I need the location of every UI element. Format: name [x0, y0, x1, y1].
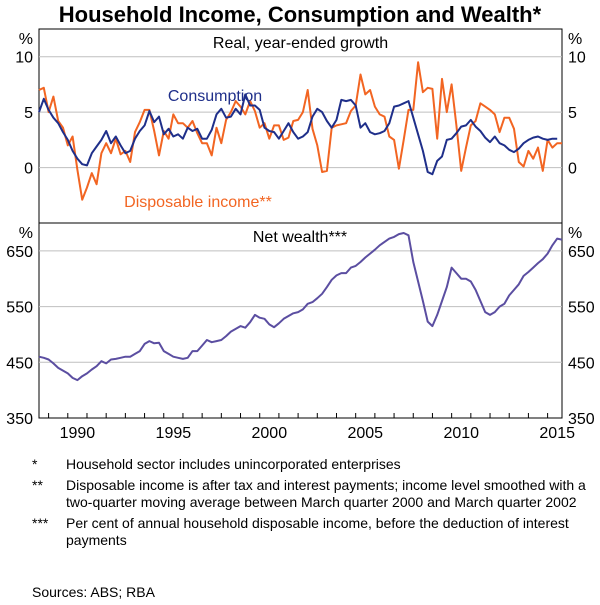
series-line-disposable-income [38, 61, 562, 201]
y-tick-label-left: 0 [24, 161, 33, 178]
sources: Sources: ABS; RBA [32, 584, 155, 600]
footnote-mark: *** [32, 515, 49, 531]
chart: Household Income, Consumption and Wealth… [6, 2, 595, 442]
x-tick-label: 2015 [539, 425, 575, 442]
unit-label-right: % [568, 225, 582, 242]
y-tick-label-right: 650 [568, 244, 595, 261]
unit-label-right: % [568, 31, 582, 48]
x-tick-label: 1990 [60, 425, 96, 442]
unit-label-left: % [19, 225, 33, 242]
legend-label-consumption: Consumption [168, 88, 262, 105]
y-tick-label-left: 650 [6, 244, 33, 261]
panel-title: Net wealth*** [253, 229, 347, 246]
footnotes: * Household sector includes unincorporat… [32, 456, 592, 553]
footnote-text: Disposable income is after tax and inter… [66, 477, 586, 510]
panel-title: Real, year-ended growth [213, 35, 388, 52]
x-tick-label: 2005 [347, 425, 383, 442]
footnote-net-wealth: *** Per cent of annual household disposa… [32, 515, 592, 549]
y-tick-label-right: 550 [568, 300, 595, 317]
y-tick-label-right: 10 [568, 50, 586, 67]
y-tick-label-right: 350 [568, 411, 595, 428]
footnote-disposable-income: ** Disposable income is after tax and in… [32, 477, 592, 511]
y-tick-label-left: 550 [6, 300, 33, 317]
x-tick-label: 1995 [156, 425, 192, 442]
chart-title: Household Income, Consumption and Wealth… [59, 2, 542, 27]
series-line-net-wealth [38, 232, 563, 382]
footnote-mark: * [32, 456, 38, 472]
x-tick-label: 2010 [443, 425, 479, 442]
y-tick-label-left: 350 [6, 411, 33, 428]
x-tick-label: 2000 [252, 425, 288, 442]
footnote-text: Per cent of annual household disposable … [66, 515, 569, 548]
footnote-household: * Household sector includes unincorporat… [32, 456, 592, 473]
y-tick-label-right: 0 [568, 161, 577, 178]
y-tick-label-right: 450 [568, 355, 595, 372]
footnote-text: Household sector includes unincorporated… [66, 456, 401, 472]
y-tick-label-right: 5 [568, 105, 577, 122]
series-line-consumption [38, 93, 558, 176]
y-tick-label-left: 10 [15, 50, 33, 67]
legend-label-disposable-income: Disposable income** [124, 194, 272, 211]
y-tick-label-left: 5 [24, 105, 33, 122]
y-tick-label-left: 450 [6, 355, 33, 372]
unit-label-left: % [19, 31, 33, 48]
footnote-mark: ** [32, 477, 43, 493]
